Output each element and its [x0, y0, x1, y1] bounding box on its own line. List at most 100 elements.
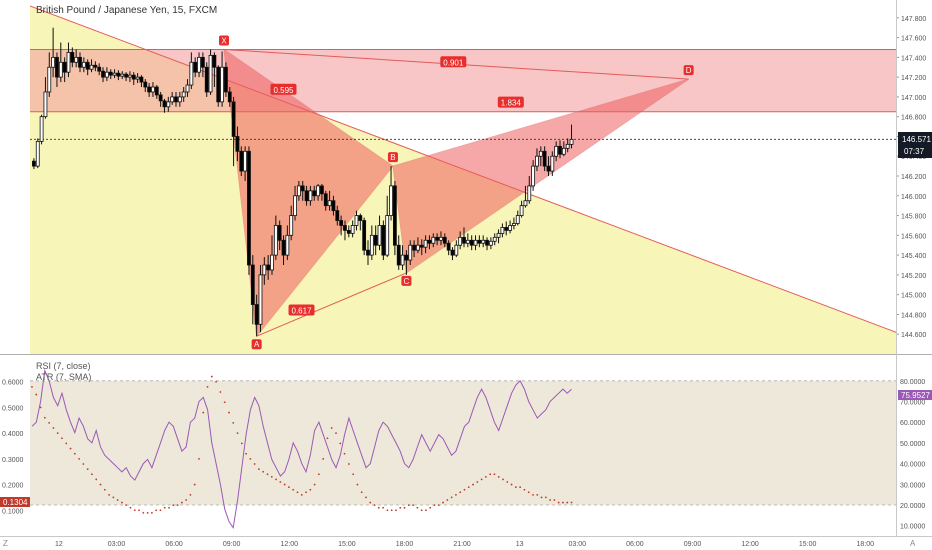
- candle: [512, 217, 516, 230]
- candle-body: [104, 71, 109, 78]
- candle-body: [212, 54, 217, 68]
- candle: [250, 255, 255, 325]
- candle: [389, 166, 393, 221]
- candle-body: [66, 52, 71, 73]
- candle-body: [154, 86, 159, 96]
- atr-point: [407, 504, 410, 507]
- candle-body: [431, 236, 436, 244]
- atr-point: [129, 506, 132, 509]
- candle: [185, 79, 190, 97]
- atr-point: [198, 457, 200, 460]
- price-tick-label: 145.200: [901, 273, 926, 280]
- atr-point: [532, 493, 534, 496]
- time-tick-label: 15:00: [799, 541, 817, 548]
- atr-point: [258, 468, 260, 471]
- time-tick-label: 09:00: [223, 541, 241, 548]
- candle-body: [485, 239, 489, 246]
- candle: [442, 233, 447, 248]
- candle-body: [465, 239, 470, 244]
- candle: [128, 71, 132, 83]
- candle: [416, 237, 420, 254]
- time-tick-label: 09:00: [684, 541, 702, 548]
- candle: [508, 220, 512, 234]
- candle: [523, 185, 528, 208]
- candle: [74, 49, 79, 68]
- candle: [277, 220, 282, 251]
- candle-body: [239, 150, 244, 172]
- candle: [535, 148, 539, 172]
- rsi-legend[interactable]: RSI (7, close): [36, 361, 91, 371]
- candle: [289, 205, 294, 241]
- candle-body: [442, 236, 447, 244]
- atr-point: [159, 509, 162, 512]
- candle-body: [43, 91, 48, 118]
- atr-point: [335, 432, 337, 435]
- candle-body: [316, 185, 320, 197]
- candle: [93, 61, 98, 72]
- atr-point: [262, 470, 265, 473]
- candle-body: [512, 223, 516, 226]
- candle-body: [527, 185, 532, 202]
- time-tick-label: 21:00: [453, 541, 471, 548]
- candle: [197, 52, 201, 78]
- candle-body: [158, 94, 163, 102]
- atr-tick-label: 0.1000: [2, 508, 24, 515]
- candle: [335, 205, 340, 226]
- last-price-label: 146.571 07:37: [898, 132, 932, 158]
- price-tick-label: 147.000: [901, 95, 926, 102]
- candle: [485, 237, 489, 251]
- candle: [312, 185, 317, 201]
- candle-body: [404, 254, 409, 261]
- last-price-countdown: 07:37: [904, 147, 925, 156]
- ratio-badge-bg: [288, 304, 315, 316]
- time-tick-label: 18:00: [396, 541, 414, 548]
- atr-point: [309, 488, 312, 491]
- time-tick-label: 03:00: [569, 541, 587, 548]
- candle: [350, 220, 355, 238]
- candle-body: [70, 52, 75, 63]
- candle-body: [78, 56, 82, 68]
- candle: [377, 215, 382, 251]
- atr-point: [347, 463, 350, 465]
- candle-body: [558, 145, 562, 155]
- candle-body: [492, 236, 497, 242]
- candle-body: [166, 101, 171, 108]
- candle: [55, 52, 59, 88]
- price-tick-label: 147.600: [901, 36, 926, 43]
- candle: [323, 190, 328, 211]
- candle: [101, 67, 105, 83]
- atr-legend[interactable]: ATR (7, SMA): [36, 372, 91, 382]
- candle-body: [116, 72, 121, 77]
- rsi-tick-label: 20.0000: [900, 503, 925, 510]
- atr-point: [283, 483, 286, 486]
- atr-point: [399, 506, 402, 509]
- candle: [200, 52, 205, 78]
- pattern-point-c: C: [401, 275, 412, 286]
- candle: [70, 47, 75, 68]
- candle: [32, 158, 36, 170]
- rsi-line: [31, 368, 572, 530]
- time-tick-label: 03:00: [108, 541, 126, 548]
- candle-body: [423, 239, 428, 248]
- candle: [266, 255, 271, 280]
- candle: [116, 70, 121, 81]
- atr-point: [300, 493, 303, 496]
- candle-body: [51, 56, 56, 68]
- oscillator-pane[interactable]: 10.0000 20.0000 30.0000 40.0000 50.0000 60.00…: [2, 368, 925, 531]
- candle: [450, 247, 455, 261]
- atr-point: [305, 491, 307, 494]
- candle: [296, 180, 301, 201]
- atr-point: [467, 486, 470, 489]
- candle-body: [185, 84, 190, 93]
- a-label: A: [910, 539, 916, 548]
- atr-point: [523, 488, 526, 491]
- rsi-band: [30, 380, 896, 505]
- candle-body: [128, 74, 132, 78]
- atr-point: [476, 481, 479, 483]
- candle: [531, 160, 536, 191]
- price-pane[interactable]: X A B C D 0.595 0.617 1.834 0.901 144.600 144.800 1…: [30, 5, 926, 548]
- atr-point: [61, 437, 63, 440]
- atr-point: [108, 493, 110, 496]
- atr-point: [395, 509, 397, 512]
- candle-body: [350, 225, 355, 234]
